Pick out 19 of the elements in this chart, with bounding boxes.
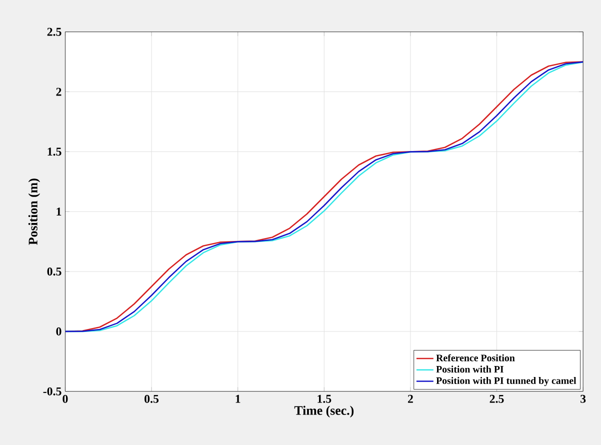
legend-label: Position with PI: [436, 366, 504, 373]
y-tick-label: 0: [56, 327, 62, 336]
y-axis-title: Position (m): [28, 178, 40, 245]
y-tick-label: 1: [56, 208, 62, 216]
legend-label: Reference Position: [436, 354, 515, 362]
y-tick-label: 1.5: [48, 148, 62, 156]
legend-label: Position with PI tunned by camel: [436, 376, 576, 386]
x-axis-title: Time (sec.): [294, 406, 354, 418]
x-tick-label: 1.5: [318, 394, 332, 403]
x-tick-label: 0.5: [144, 394, 159, 403]
x-tick-label: 1: [236, 394, 240, 403]
x-tick-label: 2.5: [490, 394, 504, 403]
y-tick-label: 2.5: [47, 28, 62, 36]
x-tick-label: 3: [580, 394, 586, 403]
y-tick-label: 0.5: [47, 267, 62, 276]
x-tick-label: 0: [62, 394, 68, 403]
y-tick-label: 2: [56, 88, 62, 96]
x-tick-label: 2: [408, 394, 413, 403]
y-tick-label: -0.5: [43, 387, 62, 396]
